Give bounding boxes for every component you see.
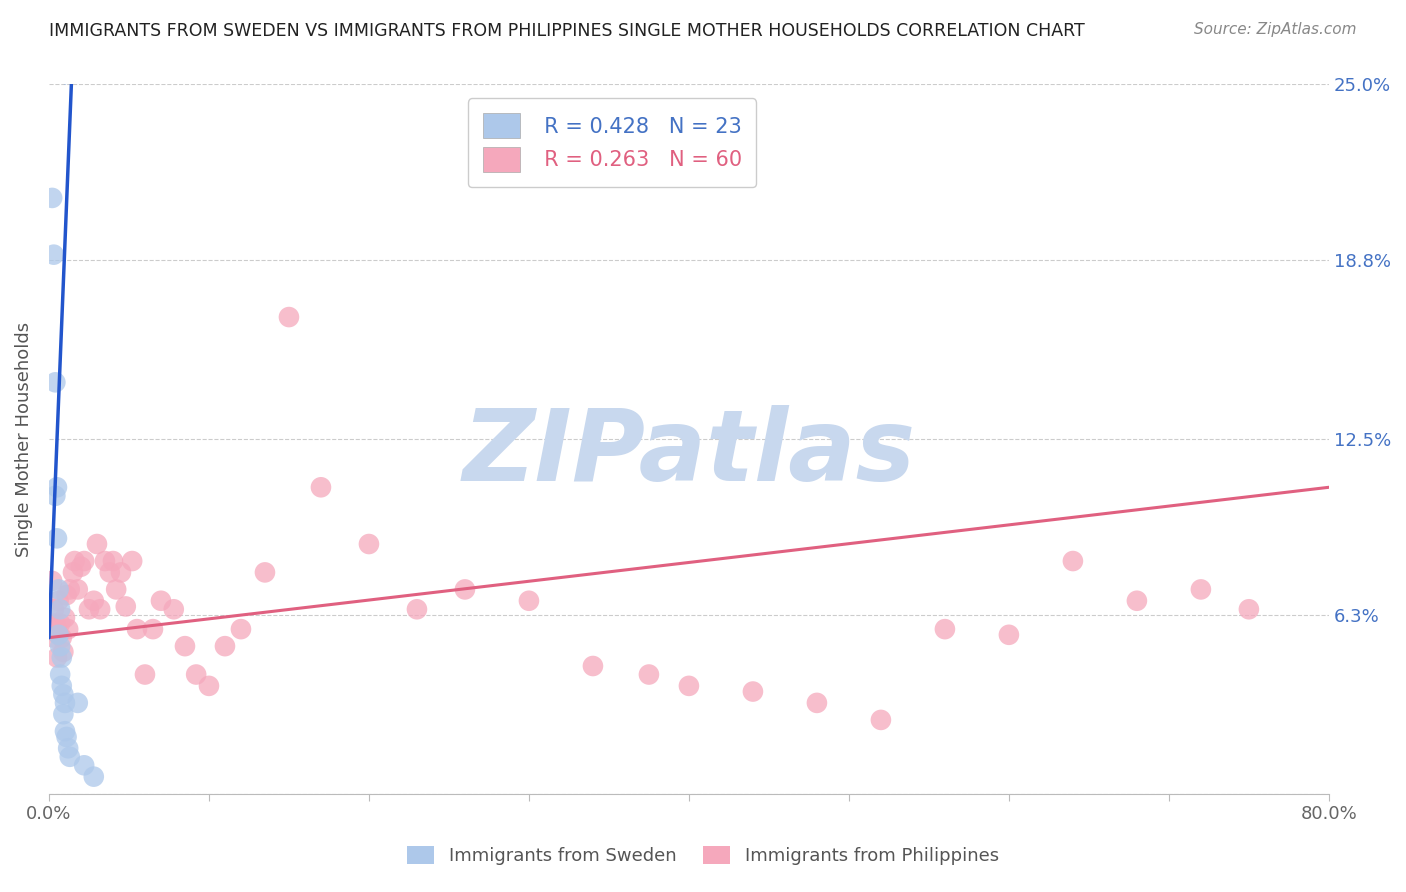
Point [934,622,956,636]
Point [44,616,66,631]
Point [174,639,197,653]
Point [98,566,121,580]
Point [89,602,111,616]
Point [77,602,100,616]
Point [42,247,65,261]
Point [94,554,117,568]
Point [66,696,89,710]
Point [53,611,76,625]
Point [517,594,540,608]
Point [48,594,70,608]
Point [59,749,82,764]
Point [46,480,69,494]
Point [121,554,143,568]
Point [55,730,77,744]
Point [53,696,76,710]
Legend: Immigrants from Sweden, Immigrants from Philippines: Immigrants from Sweden, Immigrants from … [398,837,1008,874]
Point [86,537,108,551]
Point [357,537,380,551]
Point [44,376,66,390]
Point [83,594,105,608]
Point [186,667,208,681]
Point [83,770,105,784]
Point [49,602,72,616]
Point [214,639,236,653]
Text: ZIPatlas: ZIPatlas [463,405,915,501]
Point [70,559,93,574]
Point [1126,594,1149,608]
Point [1237,602,1260,616]
Point [51,631,73,645]
Point [46,650,69,665]
Point [48,628,70,642]
Point [52,707,75,722]
Point [870,713,893,727]
Point [49,616,72,631]
Point [55,588,77,602]
Point [56,741,79,756]
Point [44,489,66,503]
Point [56,622,79,636]
Point [51,679,73,693]
Text: Source: ZipAtlas.com: Source: ZipAtlas.com [1194,22,1357,37]
Point [52,687,75,701]
Point [73,758,96,772]
Point [678,679,700,693]
Point [48,628,70,642]
Point [48,582,70,597]
Point [62,566,84,580]
Point [41,574,63,588]
Point [1189,582,1212,597]
Point [806,696,828,710]
Point [66,582,89,597]
Point [454,582,477,597]
Point [110,566,132,580]
Point [142,622,165,636]
Point [42,602,65,616]
Point [582,659,605,673]
Y-axis label: Single Mother Households: Single Mother Households [15,321,32,557]
Point [278,310,301,324]
Point [46,622,69,636]
Point [46,532,69,546]
Point [42,631,65,645]
Point [49,639,72,653]
Point [41,191,63,205]
Point [59,582,82,597]
Point [742,684,765,698]
Point [1062,554,1084,568]
Point [63,554,86,568]
Point [638,667,661,681]
Point [51,650,73,665]
Point [105,582,128,597]
Point [229,622,252,636]
Point [253,566,276,580]
Point [163,602,186,616]
Point [114,599,136,614]
Point [198,679,221,693]
Point [125,622,148,636]
Point [53,724,76,739]
Point [49,667,72,681]
Point [134,667,156,681]
Point [73,554,96,568]
Point [52,645,75,659]
Point [309,480,332,494]
Point [149,594,172,608]
Legend:   R = 0.428   N = 23,   R = 0.263   N = 60: R = 0.428 N = 23, R = 0.263 N = 60 [468,98,756,186]
Text: IMMIGRANTS FROM SWEDEN VS IMMIGRANTS FROM PHILIPPINES SINGLE MOTHER HOUSEHOLDS C: IMMIGRANTS FROM SWEDEN VS IMMIGRANTS FRO… [49,22,1085,40]
Point [406,602,429,616]
Point [998,628,1021,642]
Point [101,554,124,568]
